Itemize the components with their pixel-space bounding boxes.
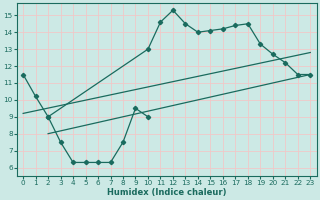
X-axis label: Humidex (Indice chaleur): Humidex (Indice chaleur) <box>107 188 227 197</box>
